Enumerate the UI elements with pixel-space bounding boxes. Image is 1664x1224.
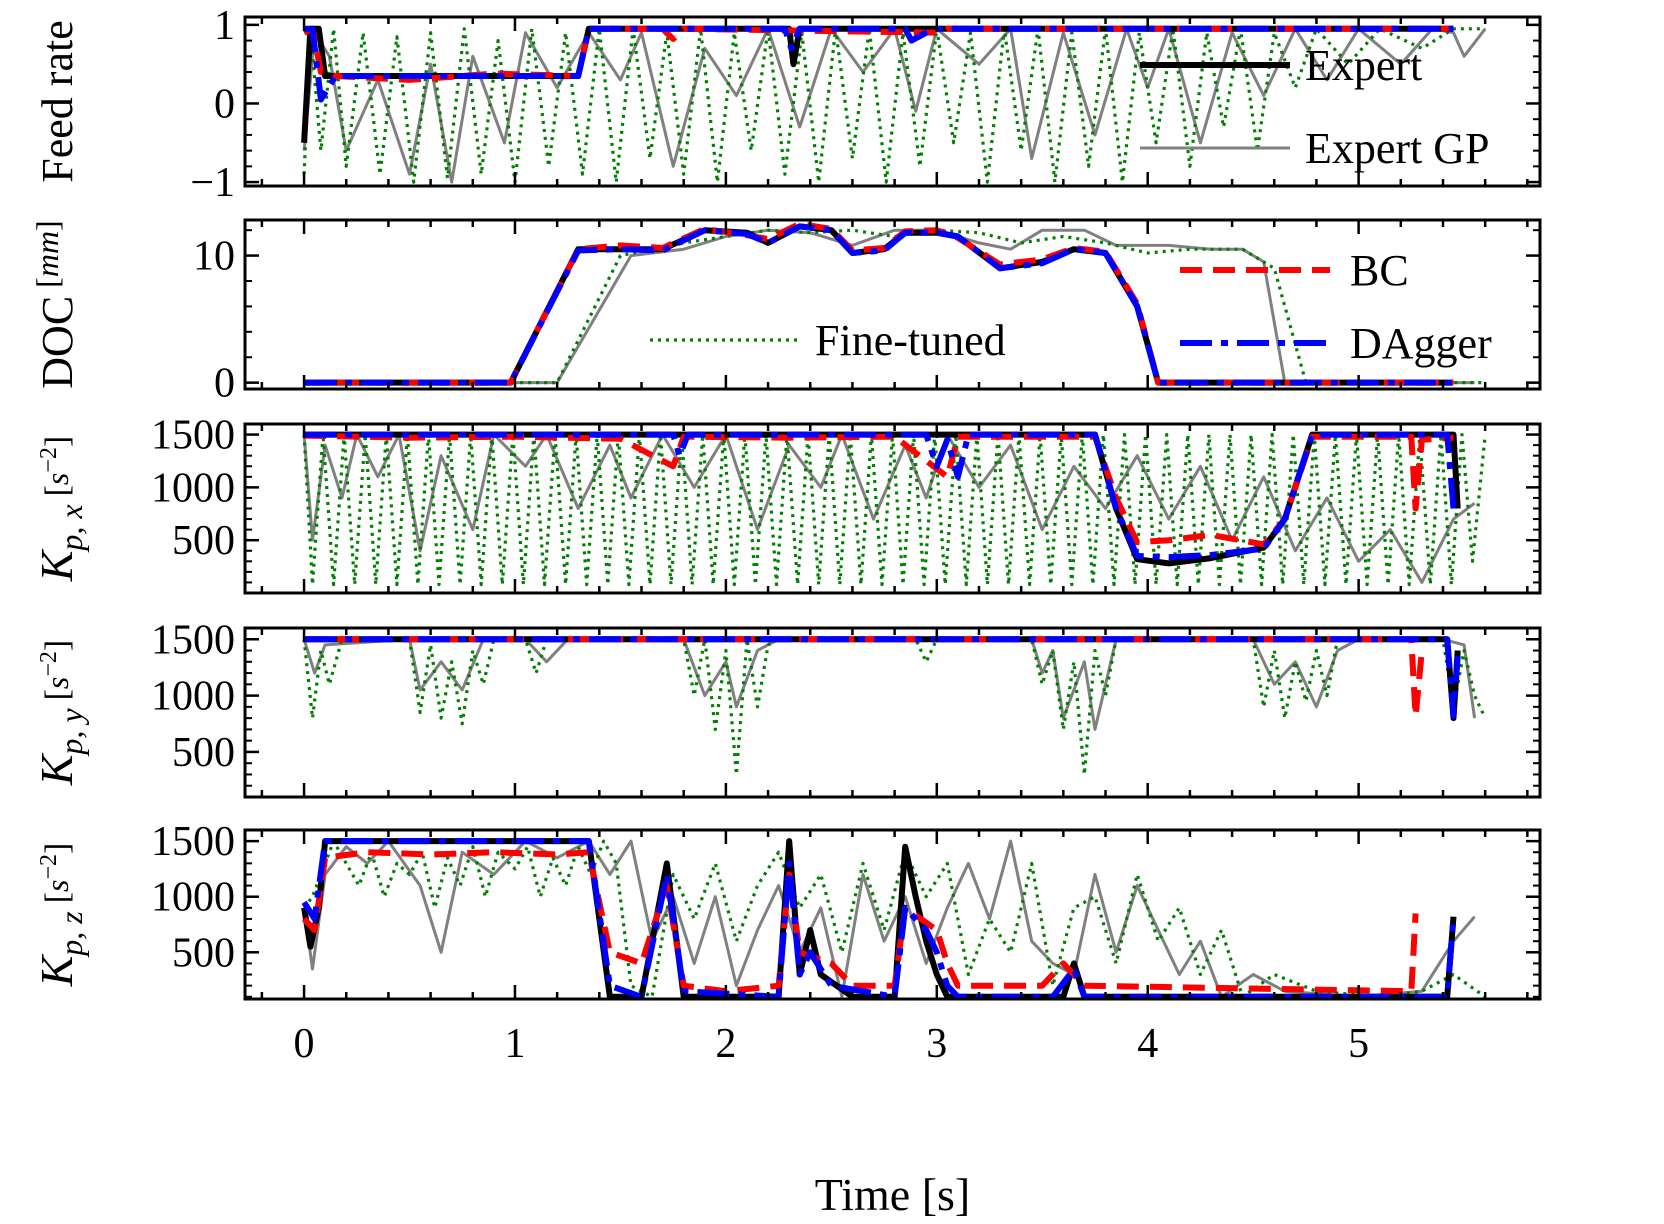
series-line-dagger	[304, 25, 1454, 103]
panel-3-series	[302, 431, 1487, 587]
series-line-bc	[302, 25, 1454, 83]
series-line-expert-gp	[302, 27, 1487, 184]
series-line-expert	[301, 25, 1454, 143]
series-line-bc	[301, 849, 1419, 995]
series-line-dagger	[304, 636, 1461, 719]
legend: Expert Expert GP BC Fine-tuned DAgger	[650, 41, 1492, 368]
series-line-expert-gp	[302, 433, 1476, 584]
y-tick-label: 0	[214, 81, 235, 127]
panel-frame	[243, 218, 1542, 391]
series-line-dagger	[304, 431, 1457, 561]
y-tick-label: 1000	[151, 465, 235, 511]
series-line-dagger	[304, 223, 1454, 386]
y-axis-label: DOC[mm]	[29, 220, 82, 388]
y-tick-label: 0	[214, 361, 235, 407]
x-tick-label: 3	[926, 1021, 947, 1067]
x-tick-label: 5	[1348, 1021, 1369, 1067]
series-line-bc	[304, 220, 1454, 386]
panel-4: 1500 1000 500 Kp, y[s−2]	[31, 617, 1542, 799]
y-tick-label: 1	[214, 3, 235, 49]
series-line-expert-gp	[302, 839, 1476, 999]
legend-label-bc: BC	[1350, 246, 1409, 295]
x-tick-label: 0	[294, 1021, 315, 1067]
legend-label-dagger: DAgger	[1350, 319, 1492, 368]
panel-frame	[243, 626, 1542, 799]
series-line-expert-gp	[302, 637, 1477, 731]
panel-4-series	[302, 636, 1487, 777]
y-tick-label: 1500	[151, 819, 235, 865]
legend-label-fine-tuned: Fine-tuned	[815, 316, 1006, 365]
y-tick-label: 1000	[151, 875, 235, 921]
series-line-fine-tuned	[302, 433, 1487, 587]
x-axis-label: Time [s]	[815, 1169, 971, 1219]
panel-2: 10 0 DOC[mm]	[29, 218, 1542, 407]
series-line-fine-tuned	[302, 637, 1487, 777]
y-tick-label: 500	[172, 518, 235, 564]
x-tick-label: 2	[715, 1021, 736, 1067]
panel-3: 1500 1000 500 Kp, x[s−2]	[31, 413, 1542, 595]
series-line-fine-tuned	[304, 228, 1486, 385]
y-tick-label: 1000	[151, 674, 235, 720]
y-tick-label: 500	[172, 930, 235, 976]
panel-1-series	[301, 25, 1487, 184]
y-axis-label: Kp, x[s−2]	[31, 436, 89, 583]
panel-5-series	[301, 838, 1487, 999]
y-axis-label: Kp, z[s−2]	[31, 843, 89, 988]
x-tick-label: 4	[1137, 1021, 1158, 1067]
x-tick-label: 1	[504, 1021, 525, 1067]
legend-label-expert: Expert	[1305, 41, 1422, 90]
legend-label-expert-gp: Expert GP	[1305, 124, 1490, 173]
y-axis-label: Feed rate	[33, 20, 82, 182]
y-axis-label: Kp, y[s−2]	[31, 640, 89, 787]
panel-1: 1 0 −1 Feed rate	[33, 3, 1542, 206]
y-tick-label: 500	[172, 730, 235, 776]
panel-5: 1500 1000 500 Kp, z[s−2]	[31, 819, 1542, 1001]
y-tick-label: 1500	[151, 617, 235, 663]
panel-2-series	[304, 220, 1486, 386]
y-tick-label: −1	[190, 160, 235, 206]
series-line-expert-gp	[304, 228, 1475, 385]
panel-frame	[243, 15, 1542, 188]
series-line-fine-tuned	[302, 839, 1487, 999]
panel-frame	[243, 828, 1542, 1001]
series-line-dagger	[301, 838, 1457, 999]
y-tick-label: 10	[193, 234, 235, 280]
y-tick-label: 1500	[151, 413, 235, 459]
